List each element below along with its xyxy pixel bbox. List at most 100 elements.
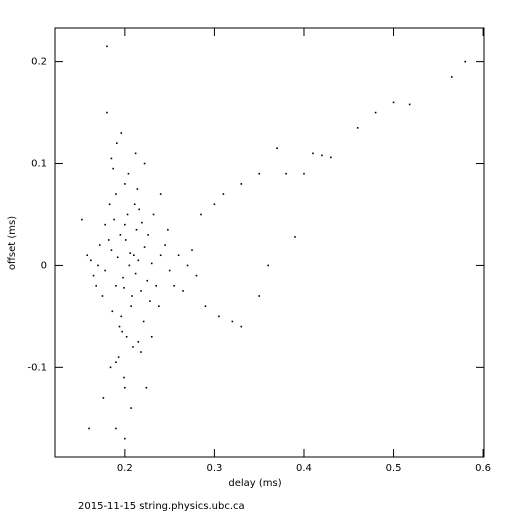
data-point [110, 249, 113, 251]
x-tick-label: 0.2 [117, 463, 133, 474]
data-point [168, 269, 171, 272]
data-point [195, 274, 198, 277]
data-point [136, 188, 139, 190]
y-tick-label: -0.1 [27, 362, 47, 373]
data-point [149, 300, 151, 302]
data-point [108, 203, 111, 206]
data-point [145, 386, 148, 389]
data-point [115, 361, 117, 364]
data-point [146, 279, 149, 282]
data-point [321, 154, 323, 157]
data-point [119, 234, 122, 236]
data-point [81, 218, 83, 221]
data-point [240, 183, 243, 185]
data-point [159, 193, 162, 195]
data-point [155, 285, 158, 287]
data-point [120, 132, 123, 134]
data-point [294, 236, 296, 238]
data-point [173, 285, 175, 287]
data-point [116, 256, 119, 259]
data-point [222, 193, 225, 195]
data-point [137, 341, 140, 343]
data-point [120, 315, 123, 318]
data-point [131, 295, 133, 297]
data-point [92, 274, 95, 277]
x-tick-label: 0.6 [475, 463, 491, 474]
data-point [98, 244, 101, 246]
data-point [130, 407, 132, 409]
data-point [267, 264, 269, 267]
data-point [143, 246, 146, 248]
data-point [164, 244, 166, 246]
data-point [191, 249, 193, 251]
data-point [204, 305, 207, 307]
data-point [140, 351, 142, 353]
data-point [140, 290, 142, 292]
data-point [312, 152, 314, 155]
data-point [143, 162, 146, 165]
data-point [147, 234, 149, 236]
data-point [122, 276, 124, 279]
data-point [158, 305, 160, 307]
data-point [97, 264, 99, 267]
data-point [330, 156, 332, 159]
data-point [106, 45, 108, 48]
data-point [113, 218, 115, 221]
plot-frame [54, 27, 485, 458]
data-point [124, 386, 126, 389]
data-point [112, 167, 115, 170]
data-point [150, 262, 153, 265]
data-point [240, 325, 243, 328]
data-point [374, 111, 377, 114]
footer: 2015-11-15 string.physics.ubc.ca [78, 501, 245, 512]
x-tick-label: 0.3 [206, 463, 222, 474]
data-point [125, 335, 128, 338]
x-axis-label: delay (ms) [228, 478, 281, 489]
data-point [133, 203, 136, 206]
data-point [126, 213, 129, 216]
data-point [95, 285, 97, 287]
data-point [129, 252, 132, 254]
data-point [110, 157, 113, 160]
x-tick-label: 0.5 [386, 463, 402, 474]
data-point [118, 325, 121, 328]
data-point [450, 76, 453, 78]
data-point [200, 213, 202, 216]
y-tick-label: 0.2 [31, 57, 47, 68]
data-point [117, 356, 120, 358]
data-point [142, 320, 145, 323]
data-point [356, 127, 359, 129]
data-point [137, 259, 140, 262]
x-tick-label: 0.4 [296, 463, 312, 474]
data-point [182, 290, 184, 292]
data-point [258, 295, 261, 297]
y-tick-label: 0 [41, 260, 47, 271]
data-point [132, 346, 134, 348]
y-tick-label: 0.1 [31, 159, 47, 170]
data-point [285, 172, 287, 175]
data-point [133, 254, 135, 257]
data-point [115, 193, 117, 195]
data-point [124, 239, 127, 241]
data-point [186, 264, 189, 267]
data-point [134, 152, 137, 155]
data-point [276, 147, 278, 150]
data-point [231, 320, 234, 323]
data-point [88, 427, 90, 430]
data-point [124, 437, 126, 440]
data-point [464, 60, 466, 63]
data-point [218, 315, 220, 318]
data-point [159, 254, 162, 257]
data-point [141, 221, 143, 224]
data-point [135, 228, 138, 231]
data-point [392, 101, 395, 104]
data-point [128, 264, 131, 267]
data-point [177, 254, 180, 257]
data-point [104, 223, 106, 226]
data-point [109, 366, 112, 369]
data-point [303, 172, 305, 175]
data-point [124, 223, 126, 226]
data-point [258, 172, 261, 175]
data-point [408, 103, 411, 106]
